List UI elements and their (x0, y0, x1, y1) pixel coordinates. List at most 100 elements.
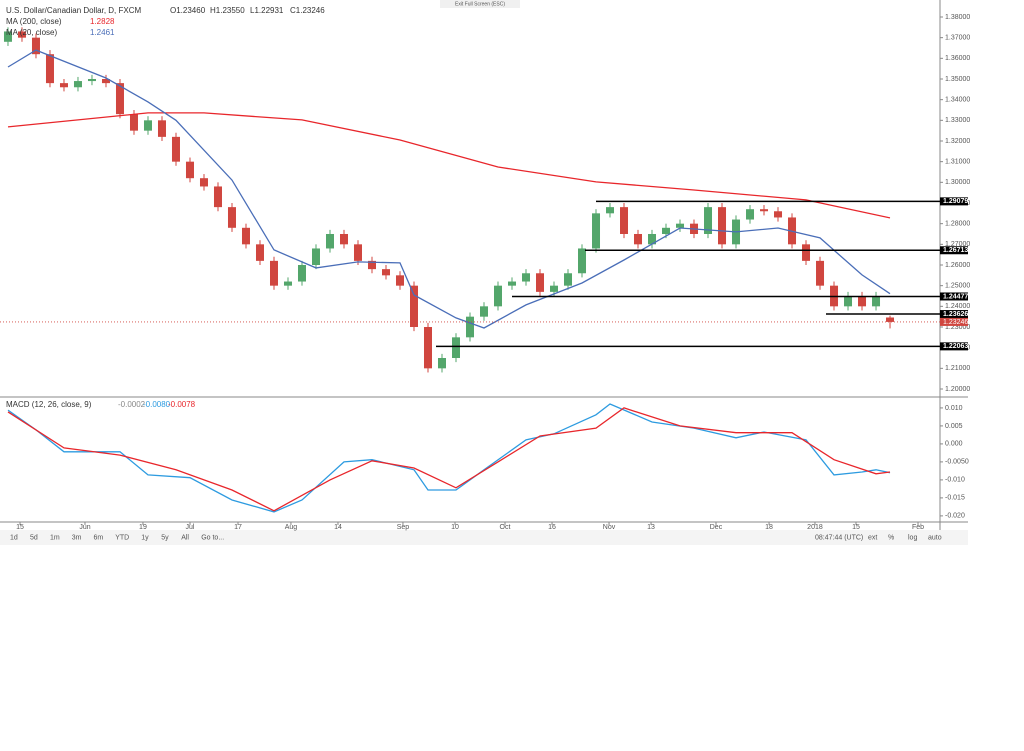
candle-body (325, 233, 334, 249)
candle-body (395, 275, 404, 286)
candle-body (494, 285, 503, 307)
y-tick-label: 1.35000 (945, 76, 970, 83)
chart-bg (0, 0, 968, 545)
x-tick-label: Jul (186, 524, 195, 531)
y-tick-label: 0.000 (945, 441, 963, 448)
candle-body (213, 186, 222, 208)
candle-body (816, 260, 825, 286)
y-tick-label: 0.010 (945, 405, 963, 412)
candle-body (480, 306, 489, 317)
macd-title: MACD (12, 26, close, 9) (6, 400, 92, 409)
candle-body (564, 273, 573, 286)
candle-body (129, 114, 138, 131)
legend-value: 1.2461 (90, 28, 115, 37)
macd-readout: -0.0002 (118, 400, 146, 409)
x-tick-label: 15 (16, 524, 24, 531)
candle-body (844, 295, 853, 307)
y-tick-label: 1.33000 (945, 117, 970, 124)
macd-readout: -0.0080 (143, 400, 171, 409)
candle-body (648, 233, 657, 245)
candle-body (367, 260, 376, 270)
level-tag (940, 197, 968, 206)
level-tag (940, 342, 968, 351)
y-tick-label: 0.005 (945, 423, 963, 430)
y-tick-label: 1.36000 (945, 55, 970, 62)
x-tick-label: 15 (852, 524, 860, 531)
candle-body (297, 264, 306, 282)
range-button[interactable]: 3m (72, 534, 82, 541)
candle-body (858, 295, 867, 307)
level-label: 1.23626 (943, 311, 968, 318)
candle-body (886, 317, 895, 322)
range-button[interactable]: YTD (115, 534, 129, 541)
candle-body (606, 207, 615, 214)
y-tick-label: -0.020 (945, 513, 965, 520)
candle-body (760, 209, 769, 212)
range-button[interactable]: 5y (161, 534, 169, 541)
candle-body (3, 31, 12, 42)
range-button[interactable]: 1y (141, 534, 149, 541)
x-tick-label: 14 (334, 524, 342, 531)
x-tick-label: Dec (710, 524, 723, 531)
candle-body (774, 211, 783, 218)
candle-body (101, 78, 110, 84)
legend-value: 1.2828 (90, 17, 115, 26)
candle-body (17, 31, 26, 38)
candle-body (45, 54, 54, 84)
candle-body (283, 281, 292, 286)
candle-body (185, 161, 194, 179)
y-tick-label: -0.015 (945, 495, 965, 502)
y-tick-label: 1.25000 (945, 283, 970, 290)
range-button[interactable]: 1d (10, 534, 18, 541)
x-tick-label: Aug (285, 524, 298, 531)
y-tick-label: 1.30000 (945, 179, 970, 186)
candle-body (241, 227, 250, 245)
toolbar-option[interactable]: % (888, 534, 894, 541)
line-series (7, 112, 891, 219)
candle-body (578, 248, 587, 274)
x-tick-label: Jun (79, 524, 90, 531)
y-tick-label: 1.20000 (945, 386, 970, 393)
x-tick-label: 16 (548, 524, 556, 531)
x-tick-label: 19 (139, 524, 147, 531)
range-button[interactable]: 1m (50, 534, 60, 541)
candle-body (620, 207, 629, 234)
level-label: 1.24477 (943, 293, 968, 300)
toolbar-option[interactable]: log (908, 534, 917, 541)
ohlc-value: O1.23460 (170, 6, 206, 15)
range-button[interactable]: 6m (93, 534, 103, 541)
candle-body (550, 285, 559, 292)
candle-body (381, 269, 390, 276)
candle-body (311, 248, 320, 265)
y-tick-label: 1.28000 (945, 221, 970, 228)
toolbar-option[interactable]: auto (928, 534, 942, 541)
candle-body (451, 337, 460, 359)
toolbar-option[interactable]: ext (868, 534, 877, 541)
candle-body (409, 285, 418, 327)
y-tick-label: 1.31000 (945, 159, 970, 166)
exit-label[interactable]: Exit Full Screen (ESC) (455, 1, 505, 7)
range-button[interactable]: Go to... (201, 534, 224, 541)
candle-body (508, 281, 517, 286)
range-button[interactable]: All (181, 534, 189, 541)
exit-button[interactable] (440, 0, 520, 8)
candle-body (353, 244, 362, 261)
x-tick-label: 2018 (807, 524, 823, 531)
last-price-tag (940, 317, 968, 326)
candle-body (73, 81, 82, 88)
candle-body (704, 207, 713, 234)
x-tick-label: 18 (765, 524, 773, 531)
macd-readout: -0.0078 (168, 400, 196, 409)
x-tick-label: Feb (912, 524, 924, 531)
candle-body (171, 136, 180, 162)
last-price-label: 1.23246 (943, 319, 968, 326)
range-button[interactable]: 5d (30, 534, 38, 541)
candle-body (746, 209, 755, 220)
symbol-title: U.S. Dollar/Canadian Dollar, D, FXCM (6, 6, 141, 15)
y-tick-label: 1.27000 (945, 241, 970, 248)
candle-body (227, 207, 236, 228)
level-label: 1.22063 (943, 343, 968, 350)
line-series (7, 49, 891, 329)
candle-body (59, 83, 68, 88)
